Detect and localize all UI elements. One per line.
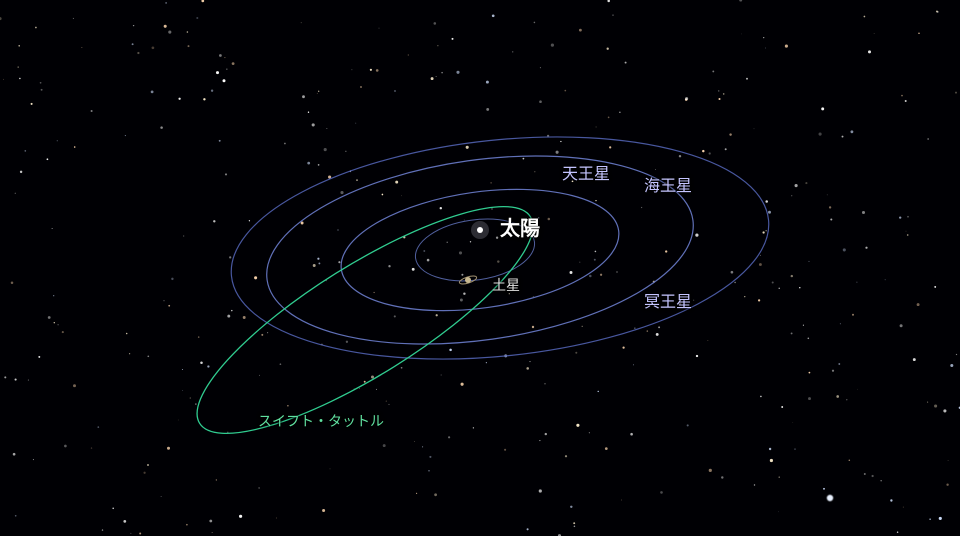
orbit-pluto [220, 112, 780, 383]
bright-star-icon [827, 495, 833, 501]
solar-system-stage: 太陽 土星 天王星 海王星 冥王星 スイフト・タットル [0, 0, 960, 536]
orbit-neptune [255, 131, 706, 369]
orbit-swift-tuttle [170, 170, 559, 470]
starfield [0, 0, 960, 536]
sun-icon [477, 227, 483, 233]
saturn-dot-icon [465, 277, 471, 283]
saturn-icon [459, 274, 478, 285]
scene-svg [0, 0, 960, 536]
